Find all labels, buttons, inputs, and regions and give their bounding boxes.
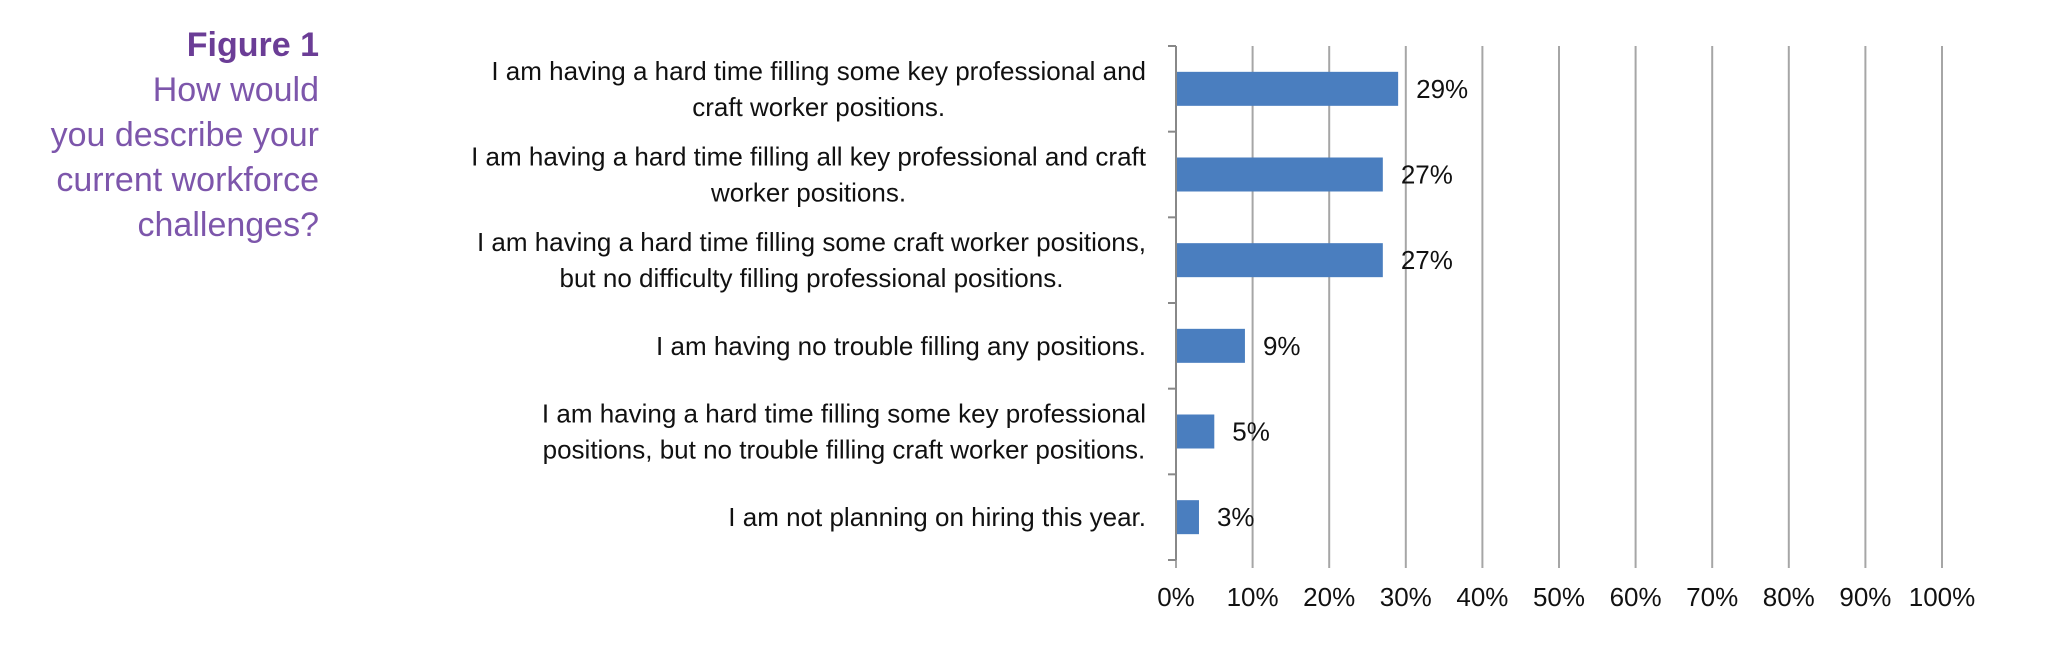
category-label: I am having a hard time filling all key … (471, 142, 1147, 208)
data-label: 5% (1232, 417, 1270, 447)
x-tick-label: 40% (1456, 582, 1508, 612)
x-tick-label: 30% (1380, 582, 1432, 612)
category-label: I am having a hard time filling some key… (542, 399, 1146, 465)
category-label: I am not planning on hiring this year. (728, 502, 1146, 532)
labels: 0% 10% 20% 30% 40% 50% 60% 70% 80% 90% 100% 29% I am… (471, 56, 1975, 612)
category-label: I am having a hard time filling some cra… (477, 227, 1146, 293)
x-tick-label: 70% (1686, 582, 1738, 612)
bar (1176, 500, 1199, 535)
category-label-line: I am not planning on hiring this year. (728, 502, 1146, 532)
bar (1176, 243, 1383, 278)
category-label-line: worker positions. (710, 178, 906, 208)
x-tick-label: 0% (1157, 582, 1195, 612)
category-label-line: I am having a hard time filling all key … (471, 142, 1147, 172)
data-label: 27% (1401, 245, 1453, 275)
category-label-line: I am having a hard time filling some key… (542, 399, 1146, 429)
data-label: 9% (1263, 331, 1301, 361)
category-label-line: positions, but no trouble filling craft … (543, 435, 1146, 465)
bar (1176, 328, 1245, 363)
category-label-line: but no difficulty filling professional p… (560, 263, 1064, 293)
category-label-line: I am having a hard time filling some key… (491, 56, 1146, 86)
x-tick-label: 100% (1909, 582, 1976, 612)
x-tick-label: 20% (1303, 582, 1355, 612)
gridlines (1175, 46, 1943, 568)
x-tick-label: 60% (1610, 582, 1662, 612)
data-label: 3% (1217, 502, 1255, 532)
data-label: 29% (1416, 74, 1468, 104)
category-label: I am having no trouble filling any posit… (656, 331, 1146, 361)
category-label-line: I am having no trouble filling any posit… (656, 331, 1146, 361)
category-axis (1168, 45, 1177, 561)
bar (1176, 71, 1399, 106)
bar (1176, 414, 1215, 449)
category-label-line: I am having a hard time filling some cra… (477, 227, 1146, 257)
category-label: I am having a hard time filling some key… (491, 56, 1146, 122)
x-tick-label: 10% (1227, 582, 1279, 612)
x-tick-label: 90% (1839, 582, 1891, 612)
data-label: 27% (1401, 160, 1453, 190)
x-tick-label: 50% (1533, 582, 1585, 612)
figure-caption: Figure 1 How would you describe your cur… (0, 22, 319, 248)
bar (1176, 157, 1383, 192)
x-tick-label: 80% (1763, 582, 1815, 612)
bars (1176, 71, 1399, 535)
category-label-line: craft worker positions. (692, 92, 945, 122)
figure-label: Figure 1 (186, 26, 319, 64)
figure-question: How would you describe your current work… (50, 71, 319, 244)
